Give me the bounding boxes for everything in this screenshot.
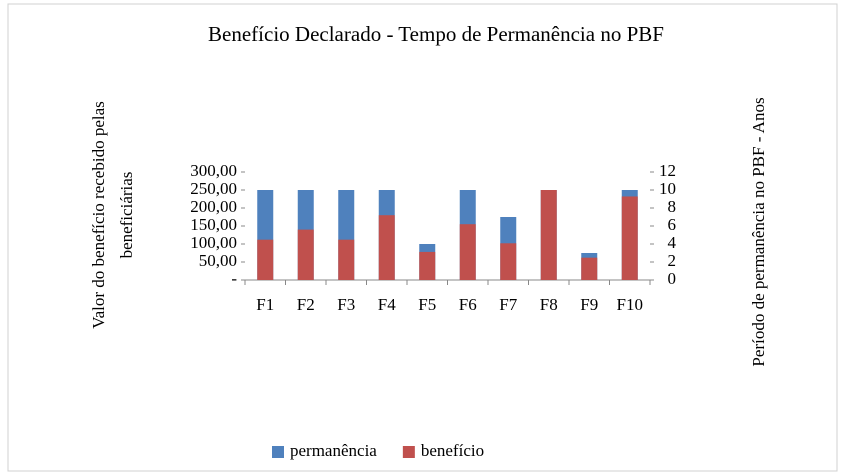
- y-tick-label: 50,00: [199, 251, 237, 270]
- x-tick-label: F5: [418, 295, 436, 314]
- y-axis-label: beneficiárias: [117, 172, 136, 259]
- y2-tick-label: 0: [668, 269, 677, 288]
- y2-axis-label: Período de permanência no PBF - Anos: [749, 97, 768, 366]
- x-tick-label: F9: [580, 295, 598, 314]
- bar: [621, 196, 638, 280]
- bar: [297, 229, 314, 280]
- y2-tick-label: 6: [668, 215, 677, 234]
- y-tick-label: 250,00: [190, 179, 237, 198]
- y-tick-label: 200,00: [190, 197, 237, 216]
- bar: [459, 224, 476, 280]
- bar: [257, 239, 274, 280]
- bar: [581, 257, 598, 280]
- y-tick-label: 150,00: [190, 215, 237, 234]
- y2-tick-label: 8: [668, 197, 677, 216]
- x-tick-label: F4: [378, 295, 396, 314]
- x-tick-label: F7: [499, 295, 517, 314]
- legend-swatch: [272, 446, 284, 458]
- x-tick-label: F3: [337, 295, 355, 314]
- frame: [7, 3, 838, 472]
- x-tick-label: F1: [256, 295, 274, 314]
- legend-label: permanência: [290, 441, 377, 460]
- x-tick-label: F2: [297, 295, 315, 314]
- bar: [500, 243, 517, 280]
- bar: [419, 251, 436, 280]
- legend-swatch: [402, 446, 415, 458]
- y2-tick-label: 2: [668, 251, 677, 270]
- y-tick-label: -: [231, 269, 237, 288]
- y-axis-label: Valor do benefício recebido pelas: [89, 101, 108, 329]
- bar: [378, 215, 395, 280]
- bar: [540, 190, 557, 280]
- y2-tick-label: 12: [659, 161, 676, 180]
- y2-tick-label: 10: [659, 179, 676, 198]
- x-tick-label: F10: [617, 295, 643, 314]
- y2-tick-label: 4: [668, 233, 677, 252]
- chart-title: Benefício Declarado - Tempo de Permanênc…: [208, 22, 664, 46]
- x-tick-label: F8: [540, 295, 558, 314]
- bar: [338, 239, 355, 280]
- x-tick-label: F6: [459, 295, 477, 314]
- legend-label: benefício: [421, 441, 484, 460]
- y-tick-label: 300,00: [190, 161, 237, 180]
- y-tick-label: 100,00: [190, 233, 237, 252]
